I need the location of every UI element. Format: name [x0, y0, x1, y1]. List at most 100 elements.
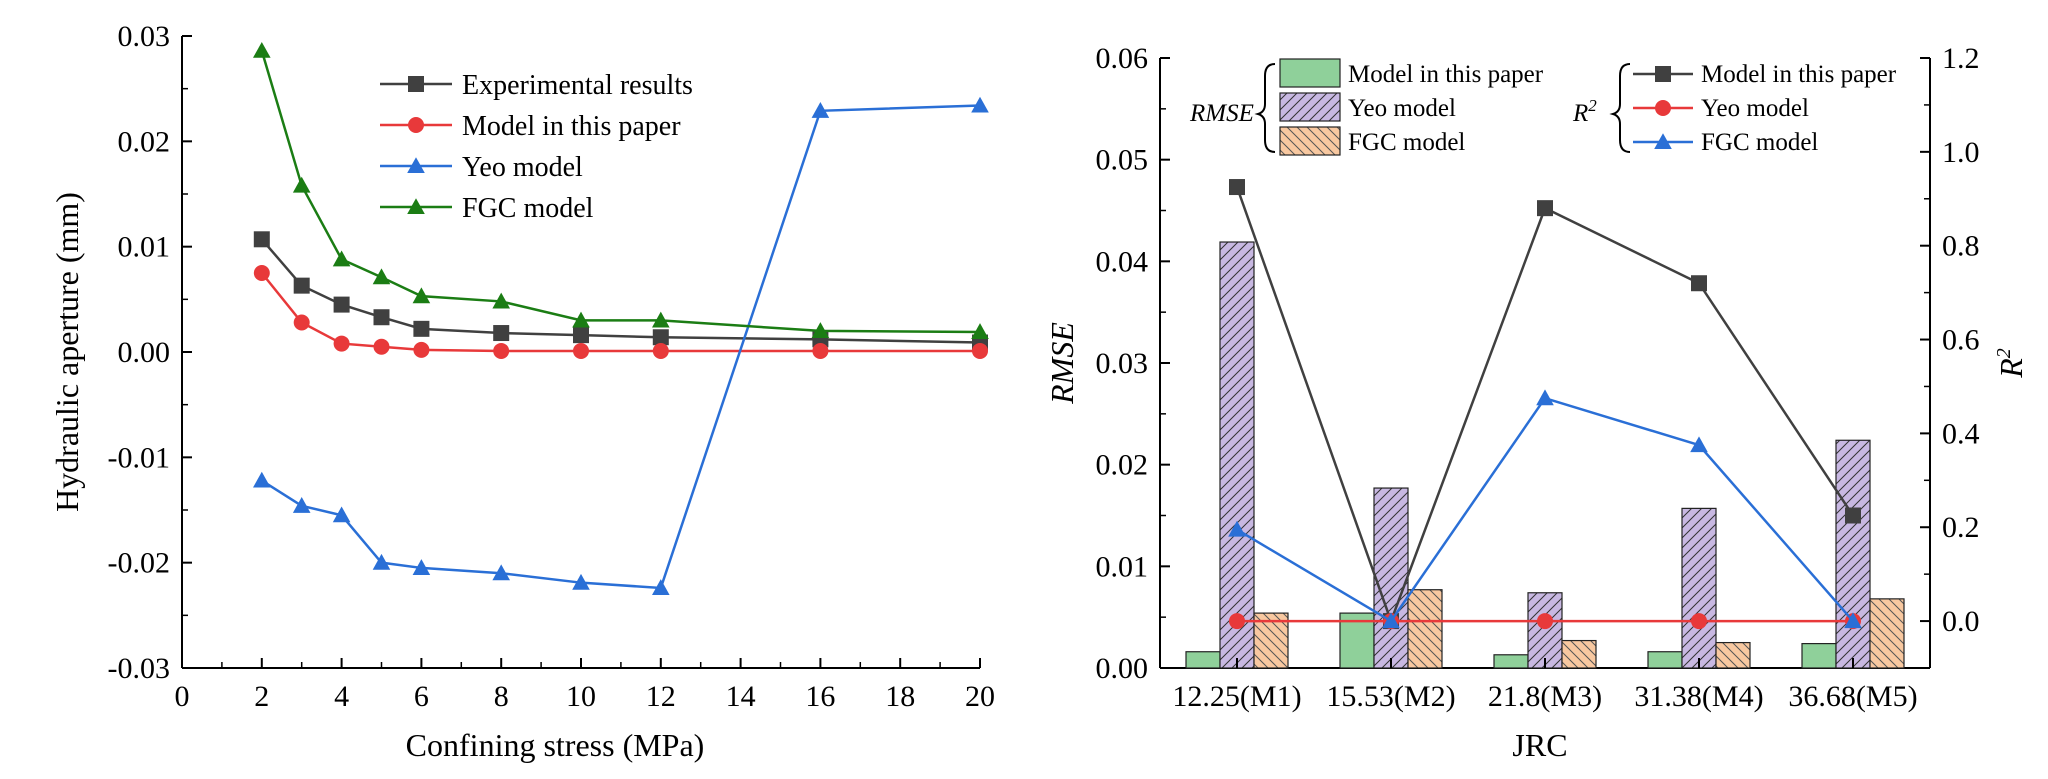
c2-y-axis-title-right: R2	[1993, 348, 2029, 379]
c1-y-tick-label: 0.02	[118, 125, 171, 158]
c2-bar	[1869, 598, 1905, 669]
c1-x-tick-label: 16	[805, 680, 835, 713]
c2-y-ticks-right: 0.0 0.2 0.4 0.6 0.8 1.0 1.2	[1920, 42, 1980, 638]
c2-x-tick-label: 12.25(M1)	[1172, 680, 1301, 713]
c1-x-tick-label: 0	[175, 680, 190, 713]
c1-x-tick-label: 2	[254, 680, 269, 713]
c1-data-point	[572, 311, 590, 328]
c1-series-group	[253, 41, 989, 595]
c2-legend-marker	[1654, 133, 1672, 150]
c2-bar	[1407, 589, 1443, 669]
c2-y-axis-title-right-sup: 2	[1993, 348, 2015, 358]
c2-line-series-0	[1229, 179, 1861, 630]
c1-legend-item: FGC model	[380, 193, 594, 224]
c1-legend-item: Yeo model	[380, 152, 583, 183]
c1-data-point	[972, 342, 988, 359]
c2-legend-label: FGC model	[1701, 129, 1818, 156]
c2-data-point	[1537, 613, 1553, 630]
c1-legend-item: Experimental results	[380, 70, 693, 101]
c2-y-tick-label: 0.01	[1096, 550, 1149, 583]
c1-y-tick-label: 0.00	[118, 336, 171, 369]
c1-data-point	[253, 471, 271, 488]
c2-data-point	[1382, 612, 1400, 629]
c1-data-point	[812, 342, 829, 359]
c2-y-tick-label: 0.06	[1096, 42, 1149, 75]
c2-legend-label: Yeo model	[1701, 95, 1809, 122]
c1-legend-marker	[408, 76, 424, 92]
c2-legend-label: FGC model	[1348, 129, 1465, 156]
c2-legend-r2-brace	[1609, 63, 1631, 153]
c1-legend-label: Experimental results	[462, 70, 693, 101]
c2-bar	[1527, 592, 1563, 669]
c1-data-point	[573, 327, 589, 344]
c2-legend-marker	[1655, 66, 1671, 82]
c2-legend-bar-item: FGC model	[1279, 126, 1465, 156]
c2-y-tick-label: 0.05	[1096, 144, 1149, 177]
c2-legend-line-item: FGC model	[1633, 129, 1818, 156]
c2-legend-r2-label-sup: 2	[1588, 96, 1597, 115]
c1-legend-label: Yeo model	[462, 152, 583, 183]
c1-data-point	[652, 329, 669, 346]
c2-x-tick-label: 31.38(M4)	[1634, 680, 1763, 713]
c2-y-right-tick-label: 1.2	[1942, 42, 1980, 75]
c2-x-ticks: 12.25(M1) 15.53(M2) 21.8(M3) 31.38(M4) 36.68…	[1172, 658, 1918, 713]
c1-legend: Experimental results Model in this paper Y…	[380, 70, 693, 224]
c2-lines-group	[1228, 179, 1862, 630]
c2-legend-rmse-label: RMSE	[1189, 100, 1254, 127]
c2-y-right-tick-label: 0.4	[1942, 417, 1980, 450]
c1-data-point	[493, 342, 510, 359]
c2-bar	[1647, 651, 1683, 669]
c2-data-point	[1537, 200, 1553, 217]
c2-legend-r2-label-base: R	[1572, 100, 1588, 127]
c1-data-point	[572, 573, 590, 590]
c2-legend-bar-item: Model in this paper	[1279, 58, 1544, 88]
c1-data-point	[971, 96, 989, 113]
c2-legend: RMSE R2 Model in this paper Yeo model FGC …	[1189, 58, 1897, 156]
c2-bar-series-2	[1253, 589, 1905, 669]
c1-data-point	[811, 101, 830, 118]
c2-series-line	[1236, 396, 1854, 623]
c1-data-point	[413, 320, 430, 337]
c2-legend-marker	[1655, 100, 1671, 116]
c2-data-point	[1690, 436, 1708, 453]
c2-legend-line-item: Model in this paper	[1633, 61, 1897, 88]
c1-x-axis-title: Confining stress (MPa)	[406, 727, 705, 763]
c2-legend-swatch	[1279, 92, 1341, 122]
c1-data-point	[333, 296, 350, 313]
c2-line-series-1	[1229, 613, 1861, 630]
c2-bar	[1561, 639, 1597, 669]
c2-y-right-tick-label: 0.2	[1942, 511, 1980, 544]
c2-bar	[1715, 641, 1751, 669]
c1-legend-label: Model in this paper	[462, 111, 681, 142]
hydraulic-aperture-chart: -0.03 -0.02 -0.01 0.00 0.01 0.02 0.03 0 2 4 6 8 10 1…	[49, 20, 995, 763]
c2-x-tick-label: 15.53(M2)	[1326, 680, 1455, 713]
c2-bar	[1681, 507, 1717, 669]
c1-y-tick-label: 0.01	[118, 231, 171, 264]
c2-y-right-tick-label: 0.8	[1942, 230, 1980, 263]
c1-data-point	[652, 311, 670, 328]
c2-data-point	[1845, 507, 1861, 524]
c2-legend-rmse-brace	[1254, 63, 1276, 153]
c1-x-tick-label: 18	[885, 680, 915, 713]
c1-data-point	[573, 342, 589, 359]
c1-data-point	[652, 579, 670, 595]
c2-y-axis-title-left: RMSE	[1044, 322, 1080, 405]
c2-bar	[1373, 487, 1409, 669]
c1-series-line	[261, 104, 981, 590]
c2-x-tick-label: 36.68(M5)	[1788, 680, 1917, 713]
c2-bar	[1835, 439, 1871, 669]
c1-series-line	[260, 238, 981, 344]
c1-x-tick-label: 14	[726, 680, 756, 713]
c1-y-tick-label: -0.03	[108, 652, 171, 685]
c2-x-tick-label: 21.8(M3)	[1488, 680, 1602, 713]
c1-x-ticks: 0 2 4 6 8 10 12 14 16 18 20	[175, 658, 995, 713]
c2-y-right-tick-label: 0.0	[1942, 605, 1980, 638]
c1-data-point	[293, 314, 310, 331]
c2-bar-series-1	[1219, 241, 1871, 669]
c1-data-point	[373, 338, 390, 355]
c1-legend-marker	[408, 117, 424, 133]
c1-legend-item: Model in this paper	[380, 111, 681, 142]
c1-data-point	[292, 176, 311, 193]
c2-data-point	[1844, 612, 1862, 629]
